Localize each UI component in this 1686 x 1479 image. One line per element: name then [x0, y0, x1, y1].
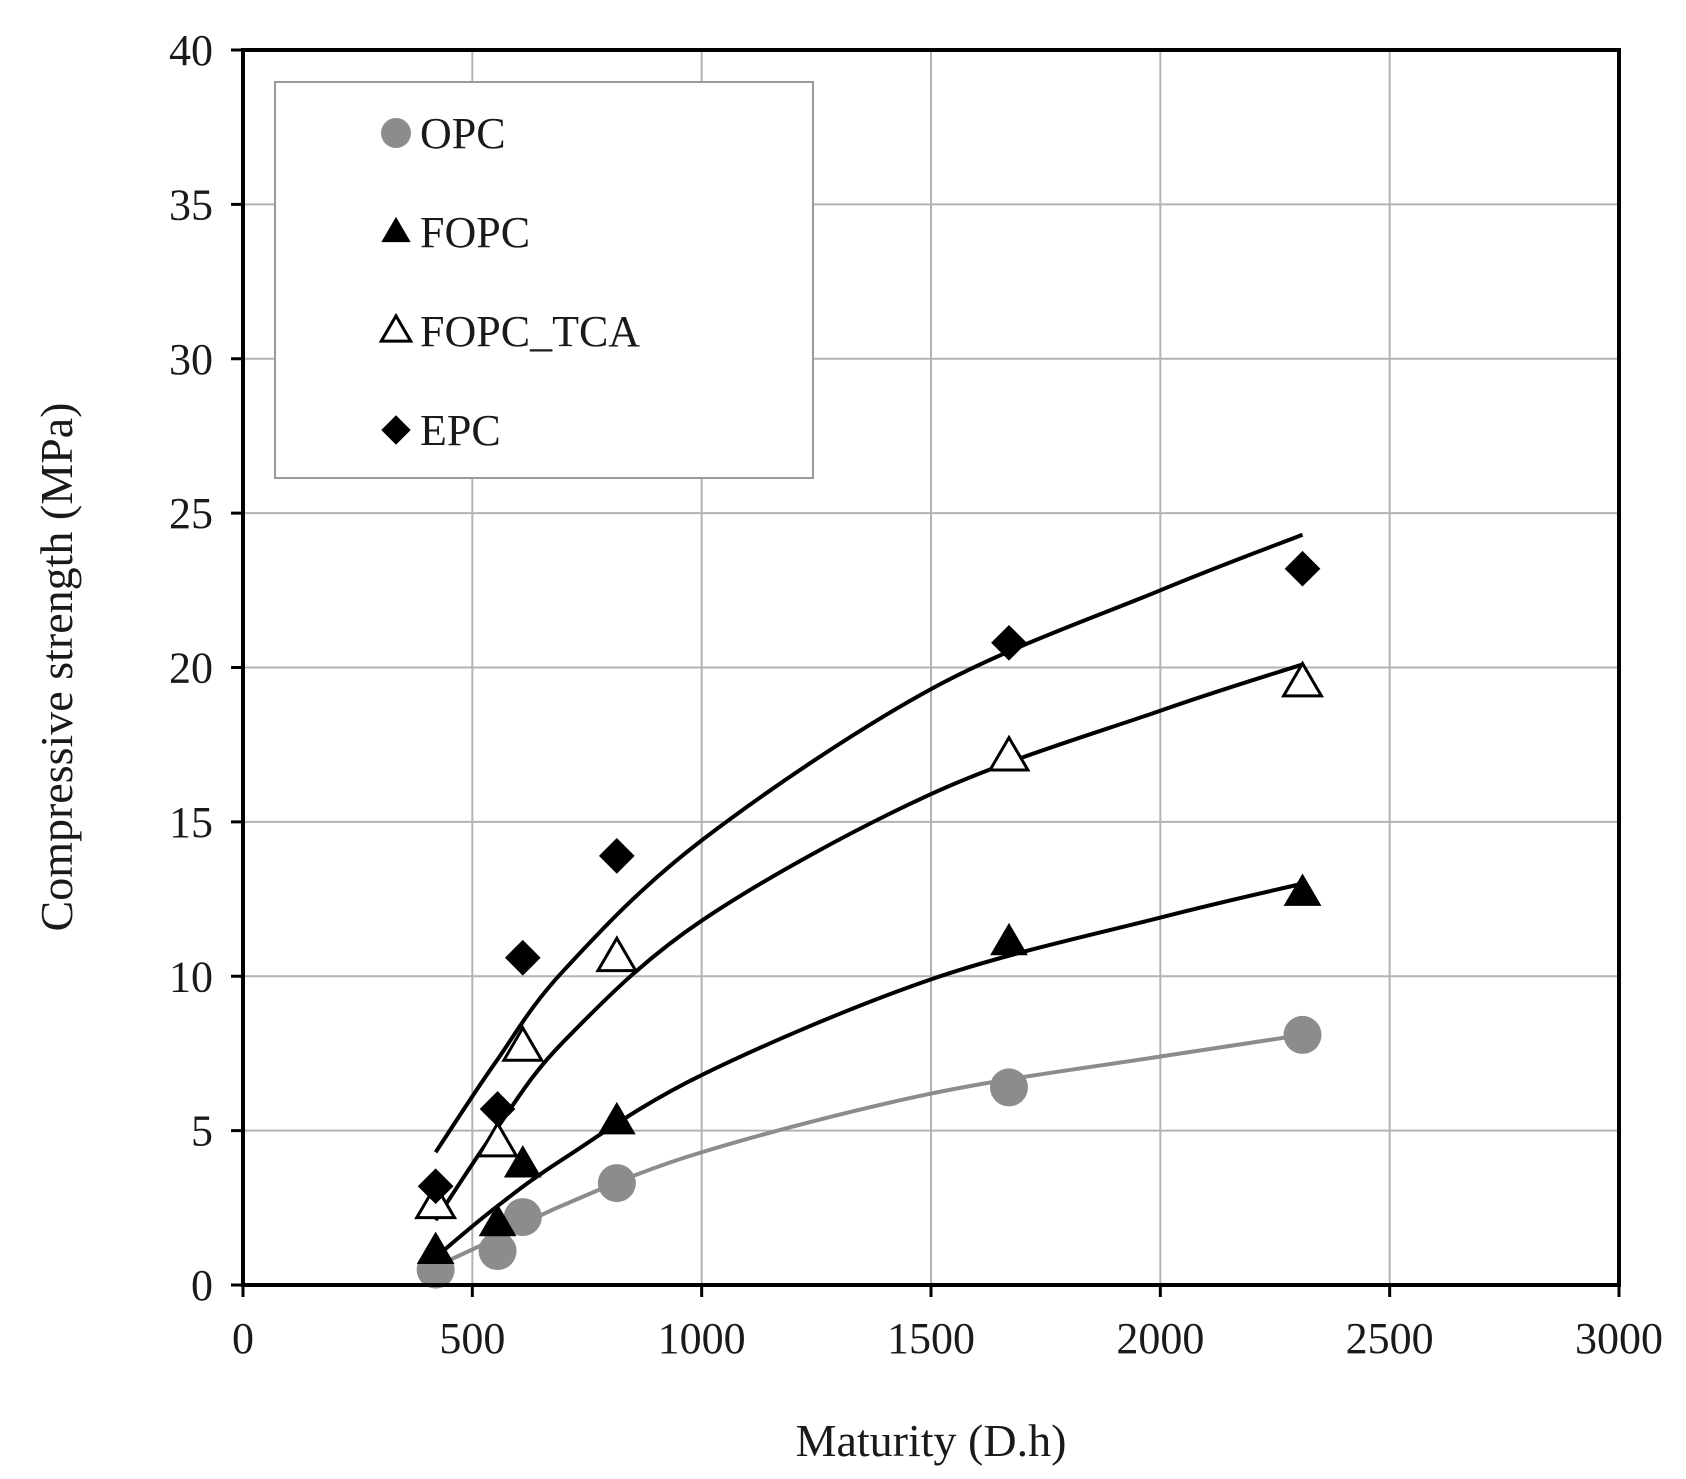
x-tick-label: 1000 [658, 1314, 746, 1363]
y-tick-label: 35 [169, 180, 213, 229]
data-point-opc [989, 1068, 1028, 1107]
y-tick-label: 0 [191, 1261, 213, 1310]
x-tick-label: 2500 [1346, 1314, 1434, 1363]
y-tick-label: 25 [169, 489, 213, 538]
y-tick-label: 15 [169, 798, 213, 847]
data-points [414, 550, 1325, 1289]
data-point-fopc [416, 1231, 455, 1264]
data-point-fopc [1283, 873, 1322, 906]
y-axis-ticks: 0 5 10 15 20 25 30 35 40 [169, 26, 243, 1310]
data-point-epc [479, 1091, 516, 1127]
legend-marker-opc [381, 118, 411, 148]
y-tick-label: 5 [191, 1107, 213, 1156]
trend-line-fopc [434, 881, 1303, 1259]
legend-box [274, 81, 814, 479]
trend-line-epc [433, 532, 1304, 1154]
data-point-epc [504, 939, 541, 976]
data-point-fopc-tca [1281, 660, 1325, 698]
data-point-epc [417, 1168, 454, 1205]
x-tick-label: 500 [439, 1314, 505, 1363]
data-point-fopc [597, 1101, 636, 1135]
x-tick-label: 3000 [1575, 1314, 1663, 1363]
data-point-fopc-tca [595, 935, 639, 973]
data-point-fopc-tca [476, 1120, 520, 1158]
y-tick-label: 40 [169, 26, 213, 75]
y-tick-label: 30 [169, 335, 213, 384]
x-axis-title: Maturity (D.h) [796, 1415, 1067, 1466]
data-point-fopc [990, 922, 1028, 956]
legend-marker-epc [381, 415, 411, 445]
data-point-opc [1283, 1015, 1322, 1054]
legend-label: OPC [420, 109, 506, 158]
x-tick-label: 1500 [887, 1314, 975, 1363]
data-point-opc [478, 1232, 517, 1271]
y-tick-label: 20 [169, 644, 213, 693]
x-axis-ticks: 0 500 1000 1500 2000 2500 3000 [232, 1285, 1663, 1363]
data-point-fopc-tca [501, 1024, 545, 1062]
legend-label: FOPC [420, 208, 530, 257]
legend-marker-fopc-tca [378, 312, 414, 343]
y-tick-label: 10 [169, 952, 213, 1001]
data-point-fopc [478, 1203, 517, 1237]
legend: OPC FOPC FOPC_TCA EPC [274, 81, 814, 479]
data-point-opc [597, 1164, 636, 1203]
data-point-fopc-tca [987, 734, 1031, 772]
plot-area-border [241, 48, 1621, 1287]
data-point-epc [1284, 550, 1321, 587]
legend-label: FOPC_TCA [420, 307, 640, 356]
legend-marker-fopc [381, 216, 411, 243]
x-tick-label: 0 [232, 1314, 254, 1363]
x-tick-label: 2000 [1116, 1314, 1204, 1363]
data-point-epc [991, 624, 1027, 661]
legend-label: EPC [420, 406, 501, 455]
y-axis-title: Compressive strength (MPa) [31, 403, 82, 932]
data-point-opc [503, 1198, 542, 1237]
data-point-epc [598, 837, 635, 874]
data-point-fopc [503, 1145, 542, 1178]
